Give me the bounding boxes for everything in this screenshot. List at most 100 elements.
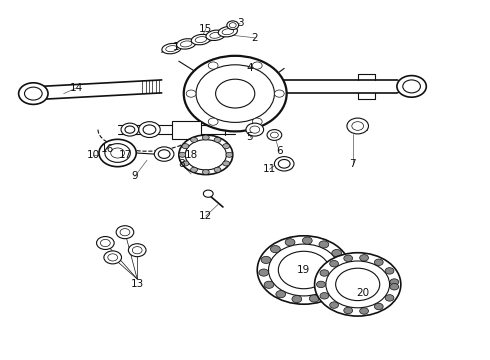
Circle shape bbox=[104, 251, 122, 264]
Text: 5: 5 bbox=[246, 132, 253, 142]
Circle shape bbox=[252, 118, 262, 125]
Circle shape bbox=[267, 130, 282, 140]
Ellipse shape bbox=[210, 32, 221, 38]
Circle shape bbox=[285, 239, 295, 246]
Circle shape bbox=[108, 254, 118, 261]
Circle shape bbox=[309, 295, 319, 302]
Circle shape bbox=[143, 125, 156, 134]
Circle shape bbox=[397, 76, 426, 97]
Circle shape bbox=[385, 268, 394, 274]
Circle shape bbox=[264, 281, 274, 288]
Circle shape bbox=[325, 289, 335, 296]
Circle shape bbox=[344, 255, 353, 262]
Ellipse shape bbox=[206, 30, 225, 40]
Circle shape bbox=[227, 21, 239, 30]
Circle shape bbox=[182, 144, 189, 149]
Circle shape bbox=[336, 268, 380, 301]
Circle shape bbox=[226, 152, 233, 157]
Circle shape bbox=[186, 90, 196, 97]
Ellipse shape bbox=[180, 41, 192, 47]
Ellipse shape bbox=[195, 37, 207, 42]
Text: 12: 12 bbox=[199, 211, 213, 221]
Circle shape bbox=[257, 236, 350, 304]
Circle shape bbox=[320, 270, 329, 276]
Circle shape bbox=[292, 296, 302, 303]
Circle shape bbox=[208, 62, 218, 69]
Circle shape bbox=[214, 167, 221, 172]
Circle shape bbox=[276, 291, 286, 298]
Circle shape bbox=[99, 139, 136, 167]
Circle shape bbox=[320, 293, 329, 299]
Circle shape bbox=[330, 302, 339, 308]
Circle shape bbox=[270, 246, 280, 253]
Circle shape bbox=[274, 157, 294, 171]
Circle shape bbox=[319, 241, 329, 248]
Circle shape bbox=[154, 147, 174, 161]
Circle shape bbox=[196, 65, 274, 122]
Circle shape bbox=[250, 126, 260, 133]
Circle shape bbox=[330, 261, 339, 267]
Ellipse shape bbox=[166, 46, 177, 51]
Text: 19: 19 bbox=[297, 265, 311, 275]
Ellipse shape bbox=[162, 44, 181, 54]
Circle shape bbox=[278, 159, 290, 168]
Circle shape bbox=[344, 307, 353, 314]
Text: 4: 4 bbox=[246, 63, 253, 73]
Circle shape bbox=[214, 137, 221, 142]
Circle shape bbox=[100, 239, 110, 247]
Text: 8: 8 bbox=[178, 159, 185, 169]
Circle shape bbox=[203, 190, 213, 197]
Circle shape bbox=[246, 123, 264, 136]
Circle shape bbox=[332, 249, 342, 257]
Text: 9: 9 bbox=[131, 171, 138, 181]
Circle shape bbox=[202, 170, 209, 175]
Circle shape bbox=[191, 167, 197, 172]
Circle shape bbox=[360, 308, 368, 314]
Circle shape bbox=[97, 237, 114, 249]
Circle shape bbox=[223, 144, 230, 149]
Circle shape bbox=[116, 226, 134, 239]
Circle shape bbox=[132, 247, 142, 254]
Circle shape bbox=[120, 229, 130, 236]
Ellipse shape bbox=[176, 39, 196, 49]
Circle shape bbox=[259, 269, 269, 276]
Circle shape bbox=[216, 79, 255, 108]
Circle shape bbox=[105, 144, 130, 162]
Text: 10: 10 bbox=[87, 150, 99, 160]
Bar bbox=[172, 121, 201, 139]
Ellipse shape bbox=[191, 35, 211, 45]
Text: 6: 6 bbox=[276, 146, 283, 156]
Text: 18: 18 bbox=[184, 150, 198, 160]
Circle shape bbox=[274, 90, 284, 97]
Circle shape bbox=[278, 251, 329, 289]
Circle shape bbox=[208, 118, 218, 125]
Text: 16: 16 bbox=[101, 144, 115, 154]
Circle shape bbox=[128, 244, 146, 257]
Text: 11: 11 bbox=[263, 164, 276, 174]
Circle shape bbox=[24, 87, 42, 100]
Ellipse shape bbox=[222, 29, 234, 35]
Circle shape bbox=[125, 126, 135, 133]
Circle shape bbox=[185, 140, 226, 170]
Text: 15: 15 bbox=[199, 24, 213, 34]
Text: 2: 2 bbox=[251, 33, 258, 43]
Circle shape bbox=[270, 132, 278, 138]
Text: 20: 20 bbox=[356, 288, 369, 298]
Circle shape bbox=[374, 303, 383, 310]
Circle shape bbox=[335, 279, 345, 286]
Circle shape bbox=[315, 253, 401, 316]
Text: 14: 14 bbox=[69, 83, 83, 93]
Circle shape bbox=[252, 62, 262, 69]
Text: 3: 3 bbox=[237, 18, 244, 28]
Text: 17: 17 bbox=[118, 150, 132, 160]
Circle shape bbox=[390, 284, 399, 290]
Ellipse shape bbox=[218, 27, 238, 37]
Circle shape bbox=[390, 279, 399, 285]
Circle shape bbox=[347, 118, 368, 134]
Circle shape bbox=[403, 80, 420, 93]
Circle shape bbox=[261, 256, 271, 264]
Circle shape bbox=[374, 259, 383, 266]
Text: 7: 7 bbox=[349, 159, 356, 169]
Circle shape bbox=[223, 161, 230, 166]
Circle shape bbox=[111, 148, 124, 158]
